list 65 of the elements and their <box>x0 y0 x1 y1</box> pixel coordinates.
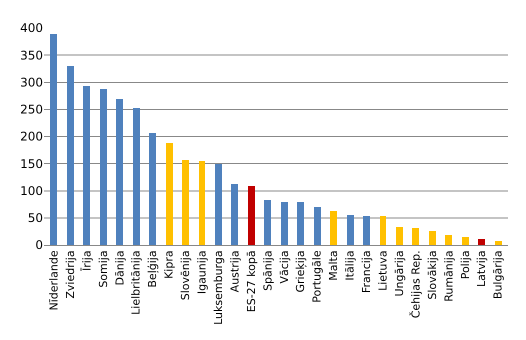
bar <box>182 160 189 245</box>
bar <box>231 184 238 245</box>
x-tick-label: Bulgārija <box>492 250 505 300</box>
y-tick-label: 0 <box>35 238 43 252</box>
bar <box>314 207 321 245</box>
bar <box>478 239 485 245</box>
x-tick-label: Ungārija <box>392 250 406 297</box>
bar <box>445 235 452 245</box>
y-tick-label: 50 <box>28 211 43 226</box>
bar <box>429 231 436 245</box>
bar <box>149 133 156 245</box>
bar <box>347 215 354 245</box>
x-tick-label: Itālija <box>344 250 357 281</box>
bar <box>264 200 271 245</box>
bar <box>116 99 123 245</box>
y-tick-label: 400 <box>20 21 43 36</box>
x-tick-label: Francija <box>360 250 374 294</box>
x-tick-label: Spānija <box>261 250 274 291</box>
y-tick-label: 150 <box>20 156 43 171</box>
bar <box>67 66 74 245</box>
bar <box>380 216 386 245</box>
x-tick-label: Igaunija <box>196 250 209 294</box>
bar <box>50 34 57 245</box>
bar <box>412 228 419 245</box>
x-tick-label: Īrija <box>80 250 94 272</box>
x-tick-label: Latvija <box>475 250 488 287</box>
x-tick-label: Austrija <box>228 250 242 292</box>
bar <box>100 89 107 245</box>
x-tick-label: Portugāle <box>310 250 324 303</box>
bar <box>462 237 469 245</box>
x-tick-label: Grieķija <box>294 250 308 292</box>
x-tick-label: ES-27 kopā <box>244 250 258 312</box>
y-tick-label: 100 <box>20 184 43 198</box>
x-tick-label: Luksemburga <box>212 250 225 325</box>
bar <box>215 164 222 245</box>
bar <box>133 108 140 245</box>
x-tick-label: Slovākija <box>426 250 439 300</box>
bar <box>281 202 288 245</box>
x-tick-label: Lietuva <box>376 250 390 291</box>
bar <box>166 143 173 245</box>
x-tick-label: Nīderlande <box>47 250 60 310</box>
bar <box>199 161 205 245</box>
x-tick-label: Rumānija <box>442 250 456 302</box>
bar <box>83 86 90 245</box>
x-tick-label: Beļģija <box>146 250 160 288</box>
x-tick-label: Zviedrija <box>64 250 77 299</box>
x-tick-label: Kipra <box>162 250 176 279</box>
x-tick-label: Vācija <box>278 250 291 284</box>
y-tick-label: 200 <box>20 130 43 144</box>
x-tick-label: Slovēnija <box>179 250 192 300</box>
x-tick-label: Malta <box>327 250 340 281</box>
bar <box>495 241 502 245</box>
bar <box>330 211 337 245</box>
x-tick-label: Čehijas Rep. <box>408 250 422 318</box>
x-tick-label: Dānija <box>113 250 126 286</box>
y-tick-label: 300 <box>20 75 43 90</box>
y-tick-label: 250 <box>20 102 43 117</box>
x-tick-label: Somija <box>96 250 110 288</box>
x-tick-label: Lielbritānija <box>130 250 143 315</box>
bar <box>297 202 304 245</box>
x-tick-label: Polija <box>458 250 472 280</box>
bar <box>248 186 255 245</box>
y-tick-label: 350 <box>20 48 43 62</box>
bar <box>396 227 403 245</box>
bar <box>363 216 370 245</box>
